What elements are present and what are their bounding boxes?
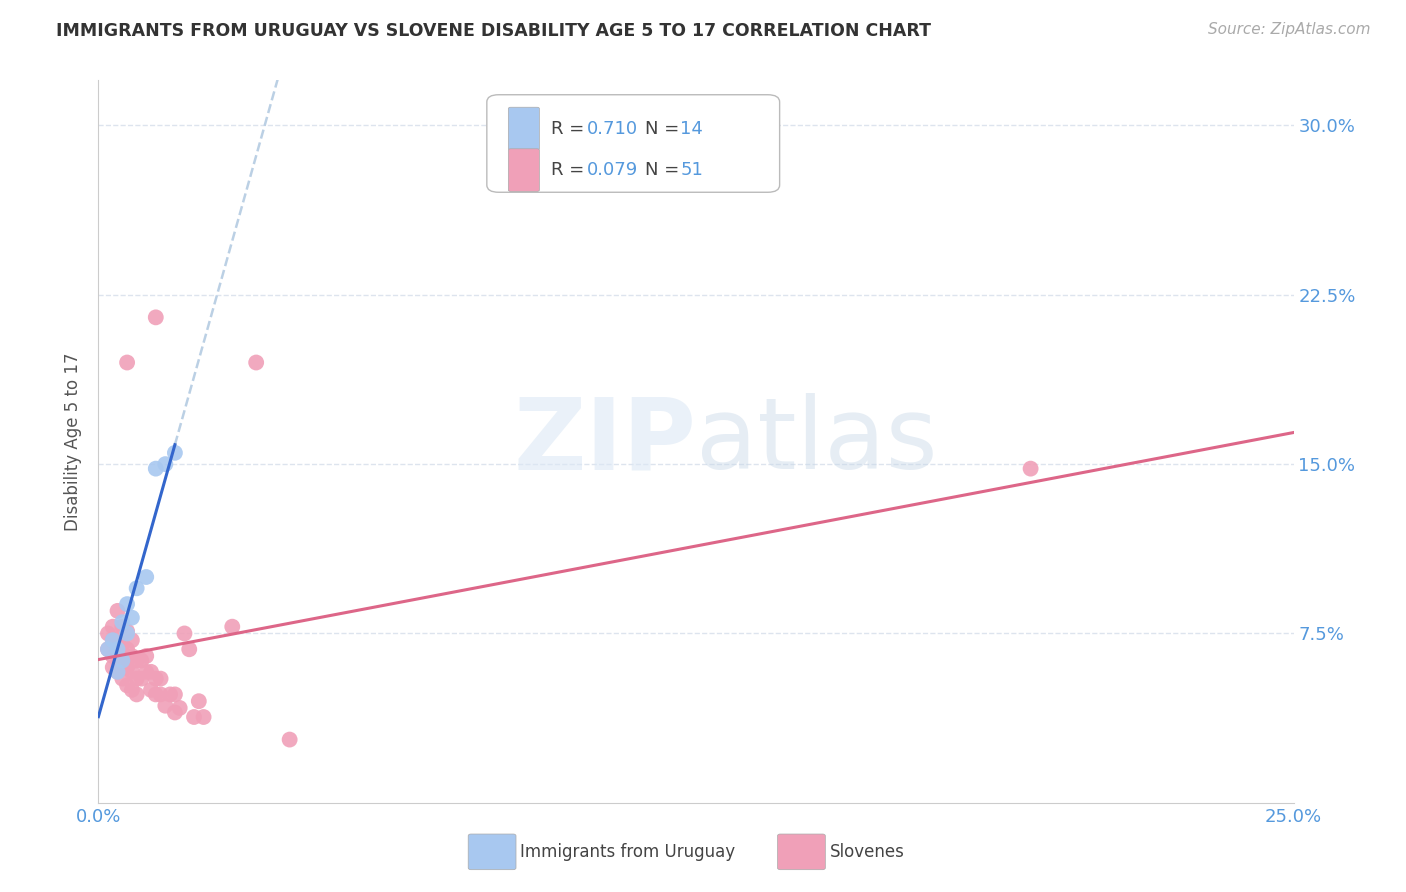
Point [163, 706, 186, 720]
Text: R =: R = [551, 120, 591, 137]
Point [159, 687, 181, 701]
Point [121, 682, 143, 697]
Point [135, 648, 157, 663]
Text: Slovenes: Slovenes [830, 843, 904, 861]
Text: R =: R = [551, 161, 591, 179]
Point [115, 624, 138, 639]
Point [115, 597, 138, 611]
Point [131, 672, 153, 686]
Point [221, 620, 243, 634]
Point [245, 355, 267, 369]
FancyBboxPatch shape [509, 149, 540, 192]
Point [101, 660, 124, 674]
Point [149, 687, 172, 701]
Point [101, 633, 124, 648]
Point [163, 446, 186, 460]
Point [115, 626, 138, 640]
Point [145, 687, 167, 701]
Point [107, 642, 129, 657]
Point [107, 604, 129, 618]
FancyBboxPatch shape [486, 95, 780, 193]
Point [115, 642, 138, 657]
Point [183, 710, 205, 724]
Text: 0.710: 0.710 [588, 120, 638, 137]
Point [149, 672, 172, 686]
Point [107, 633, 129, 648]
Point [115, 678, 138, 692]
Point [145, 672, 167, 686]
Point [139, 665, 162, 679]
Point [187, 694, 209, 708]
Point [193, 710, 215, 724]
Point [111, 620, 134, 634]
Point [1019, 461, 1042, 475]
Point [179, 642, 201, 657]
Point [125, 672, 148, 686]
Point [155, 698, 177, 713]
Point [101, 633, 124, 648]
Point [121, 665, 143, 679]
Point [121, 610, 143, 624]
Point [111, 656, 134, 670]
Point [111, 615, 134, 630]
Text: 0.079: 0.079 [588, 161, 638, 179]
Point [125, 687, 148, 701]
Text: atlas: atlas [696, 393, 938, 490]
Text: IMMIGRANTS FROM URUGUAY VS SLOVENE DISABILITY AGE 5 TO 17 CORRELATION CHART: IMMIGRANTS FROM URUGUAY VS SLOVENE DISAB… [56, 22, 931, 40]
Point [173, 626, 195, 640]
Point [135, 665, 157, 679]
Text: N =: N = [644, 120, 685, 137]
FancyBboxPatch shape [509, 107, 540, 150]
Point [97, 642, 120, 657]
Point [107, 665, 129, 679]
Point [125, 582, 148, 596]
Point [121, 648, 143, 663]
Point [115, 355, 138, 369]
Point [131, 654, 153, 668]
Point [163, 687, 186, 701]
Point [145, 310, 167, 325]
Point [155, 457, 177, 471]
Point [169, 701, 191, 715]
Y-axis label: Disability Age 5 to 17: Disability Age 5 to 17 [65, 352, 83, 531]
Point [111, 654, 134, 668]
Point [278, 732, 301, 747]
Point [107, 648, 129, 663]
Text: 14: 14 [681, 120, 703, 137]
Point [121, 633, 143, 648]
Text: ZIP: ZIP [513, 393, 696, 490]
Point [111, 638, 134, 652]
Point [97, 642, 120, 657]
Point [107, 665, 129, 679]
Point [139, 682, 162, 697]
Point [145, 461, 167, 475]
Point [115, 660, 138, 674]
Point [101, 620, 124, 634]
Text: N =: N = [644, 161, 685, 179]
Text: Immigrants from Uruguay: Immigrants from Uruguay [520, 843, 735, 861]
Point [111, 672, 134, 686]
Point [97, 626, 120, 640]
Text: 51: 51 [681, 161, 703, 179]
Point [101, 648, 124, 663]
Point [125, 654, 148, 668]
Point [135, 570, 157, 584]
Text: Source: ZipAtlas.com: Source: ZipAtlas.com [1208, 22, 1371, 37]
